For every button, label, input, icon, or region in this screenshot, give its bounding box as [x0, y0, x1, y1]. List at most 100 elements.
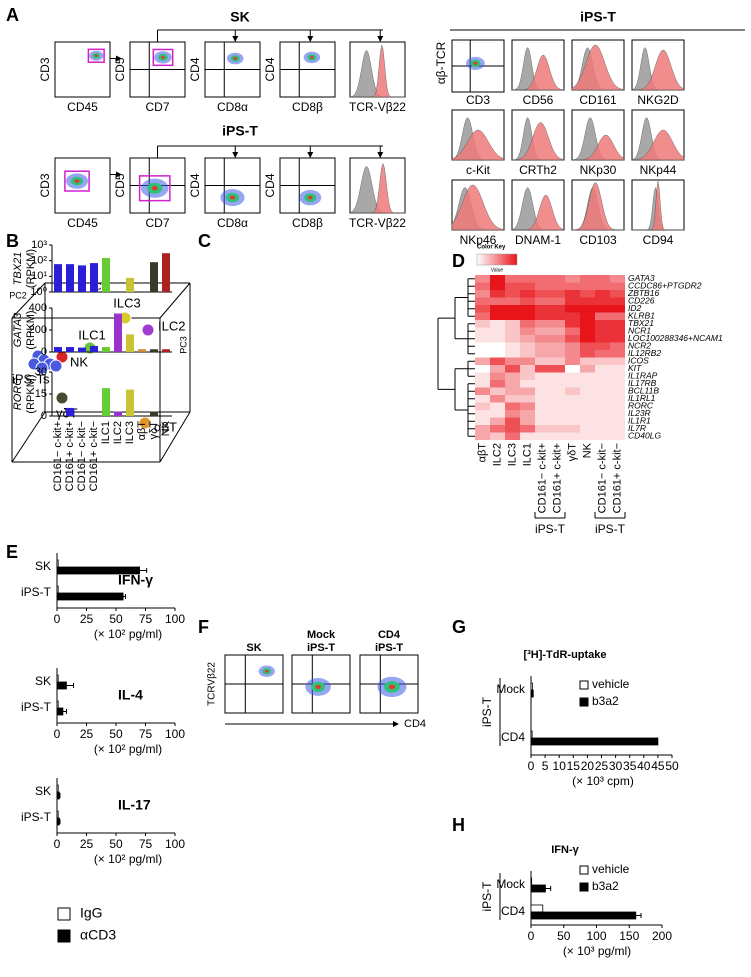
heatmap-cell: [580, 342, 595, 350]
heatmap-cell: [535, 372, 550, 380]
x-axis-label: NKG2D: [637, 93, 679, 107]
x-tick-label: 45: [651, 759, 665, 773]
cube-edge: [11, 411, 46, 463]
legend-label: αCD3: [80, 927, 116, 943]
heatmap-cell: [565, 275, 580, 283]
heatmap-cell: [475, 312, 490, 320]
legend-label: vehicle: [592, 677, 630, 691]
heatmap-cell: [505, 297, 520, 305]
heatmap-cell: [580, 312, 595, 320]
heatmap-cell: [535, 335, 550, 343]
heatmap-cell: [505, 410, 520, 418]
heatmap-cell: [580, 387, 595, 395]
heatmap-cell: [610, 387, 625, 395]
heatmap-cell: [475, 380, 490, 388]
bar: [126, 277, 134, 292]
heatmap-cell: [505, 365, 520, 373]
heatmap-cell: [595, 290, 610, 298]
heatmap-cell: [535, 365, 550, 373]
row-label: CCDC86+PTGDR2: [628, 281, 702, 291]
pca-point: [141, 323, 155, 337]
y-axis-label: TCRVβ22: [207, 662, 218, 706]
bar: [138, 349, 146, 352]
x-tick-label: 25: [80, 727, 94, 741]
x-axis-label: (× 10³ pg/ml): [563, 944, 631, 958]
bar: [530, 689, 534, 698]
x-axis-label: NKp46: [460, 233, 497, 247]
heatmap-cell: [505, 320, 520, 328]
heatmap-cell: [490, 380, 505, 388]
heatmap-cell: [550, 357, 565, 365]
cube-edge: [159, 282, 191, 319]
histogram-curve: [571, 182, 625, 231]
heatmap-cell: [505, 387, 520, 395]
heatmap-cell: [475, 395, 490, 403]
heatmap-cell: [505, 425, 520, 433]
x-axis-label: CD8α: [217, 100, 248, 114]
x-tick-label: 75: [139, 612, 153, 626]
histogram-curve: [511, 194, 565, 231]
heatmap-cell: [475, 282, 490, 290]
x-tick-label: 50: [109, 837, 123, 851]
panel-label: H: [452, 815, 465, 835]
x-tick-label: CD161+ c-kit−: [88, 421, 100, 491]
y-axis-label: TBX21: [12, 252, 24, 286]
histogram-curve: [451, 184, 505, 231]
bar: [114, 411, 122, 416]
color-key-title: Color Key: [477, 245, 506, 251]
y-tick-label: 400: [29, 302, 47, 314]
category-label: CD4: [501, 730, 525, 744]
heatmap-cell: [520, 432, 535, 440]
row-label: KIT: [628, 363, 642, 373]
heatmap-cell: [595, 365, 610, 373]
heatmap-cell: [550, 350, 565, 358]
heatmap-cell: [475, 365, 490, 373]
y-axis-unit: (RPKM): [25, 310, 37, 349]
row-label: GATA3: [628, 273, 655, 283]
heatmap-cell: [520, 417, 535, 425]
heatmap-cell: [550, 335, 565, 343]
x-axis-label: CRTh2: [519, 163, 557, 177]
x-tick-label: 5: [542, 759, 549, 773]
x-axis-label: NKp44: [640, 163, 677, 177]
panel-label: G: [452, 617, 466, 637]
row-label: TBX21: [628, 318, 654, 328]
heatmap-cell: [595, 395, 610, 403]
cell-cloud: [233, 57, 238, 60]
x-tick-label: 25: [80, 837, 94, 851]
heatmap-cell: [550, 425, 565, 433]
bar: [162, 349, 170, 352]
bar: [56, 700, 59, 709]
heatmap-cell: [535, 402, 550, 410]
heatmap-cell: [535, 417, 550, 425]
heatmap-cell: [565, 320, 580, 328]
pc-axis-label: PC2: [9, 290, 27, 300]
heatmap-cell: [490, 387, 505, 395]
heatmap-cell: [550, 417, 565, 425]
bar: [66, 407, 74, 416]
heatmap-cell: [475, 320, 490, 328]
cube-edge: [159, 411, 191, 463]
heatmap-cell: [580, 365, 595, 373]
bar: [66, 264, 74, 292]
bar: [56, 810, 59, 819]
heatmap-cell: [475, 350, 490, 358]
x-tick-label: 50: [109, 727, 123, 741]
heatmap-cell: [505, 275, 520, 283]
heatmap-cell: [505, 402, 520, 410]
heatmap-cell: [565, 335, 580, 343]
heatmap-cell: [475, 335, 490, 343]
plot-frame: [54, 41, 111, 98]
heatmap-cell: [490, 372, 505, 380]
histogram-curve: [571, 134, 625, 161]
heatmap-cell: [475, 372, 490, 380]
cell-cloud: [74, 179, 80, 183]
heatmap-cell: [550, 320, 565, 328]
heatmap-cell: [490, 312, 505, 320]
cell-cloud: [94, 54, 98, 57]
heatmap-cell: [565, 312, 580, 320]
heatmap-cell: [520, 335, 535, 343]
heatmap-cell: [535, 342, 550, 350]
bar: [54, 347, 62, 352]
